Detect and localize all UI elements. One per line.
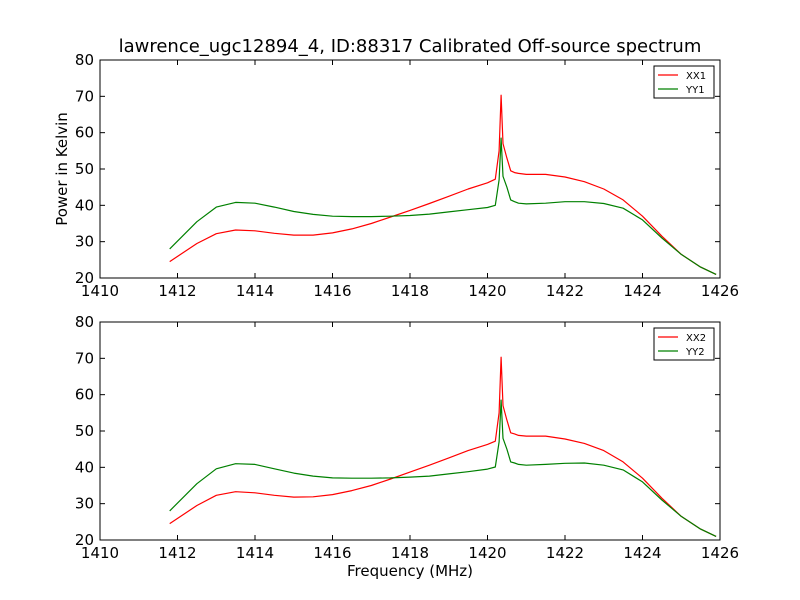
x-tick-label: 1410 [81, 282, 119, 300]
y-tick-label: 80 [75, 313, 94, 331]
x-tick-label: 1420 [468, 282, 506, 300]
x-axis-title: Frequency (MHz) [347, 562, 473, 580]
legend-label-yy2: YY2 [685, 347, 705, 358]
series-line-yy1 [169, 137, 717, 275]
legend-label-xx2: XX2 [686, 333, 706, 344]
x-tick-label: 1414 [236, 282, 274, 300]
y-tick-label: 40 [75, 458, 94, 476]
legend-label-xx1: XX1 [686, 71, 706, 82]
plot-area-1 [99, 59, 721, 279]
series-line-xx1 [169, 94, 717, 275]
x-tick-label: 1414 [236, 544, 274, 562]
series-line-xx2 [169, 356, 717, 537]
y-tick-label: 50 [75, 422, 94, 440]
y-tick-label: 30 [75, 495, 94, 513]
x-tick-label: 1422 [546, 544, 584, 562]
x-tick-label: 1424 [623, 544, 661, 562]
plot-panel-2: 1410 1412 1414 1416 1418 1420 1422 1424 1426 20 30… [75, 313, 739, 562]
y-tick-label: 20 [75, 531, 94, 549]
x-tick-label: 1416 [313, 282, 351, 300]
y-tick-label: 30 [75, 233, 94, 251]
x-tick-label: 1412 [158, 282, 196, 300]
y-tick-label: 80 [75, 51, 94, 69]
y-tick-label: 20 [75, 269, 94, 287]
plots-group: 1410 1412 1414 1416 1418 1420 1422 1424 1426 20 30… [75, 51, 739, 562]
legend-label-yy1: YY1 [685, 85, 705, 96]
x-tick-label: 1420 [468, 544, 506, 562]
y-axis-title-top: Power in Kelvin [53, 112, 71, 226]
x-tick-label: 1418 [391, 544, 429, 562]
legend-box [653, 65, 715, 99]
y-tick-label: 50 [75, 160, 94, 178]
x-tick-label: 1410 [81, 544, 119, 562]
y-tick-label: 60 [75, 124, 94, 142]
y-tick-label: 40 [75, 196, 94, 214]
y-tick-label: 70 [75, 349, 94, 367]
x-tick-label: 1424 [623, 282, 661, 300]
plot-panel-1: 1410 1412 1414 1416 1418 1420 1422 1424 1426 20 30… [75, 51, 739, 300]
legend-box [653, 327, 715, 361]
plot-area-2 [99, 321, 721, 541]
x-tick-label: 1412 [158, 544, 196, 562]
x-tick-label: 1426 [701, 544, 739, 562]
x-tick-label: 1418 [391, 282, 429, 300]
x-tick-label: 1416 [313, 544, 351, 562]
x-tick-label: 1426 [701, 282, 739, 300]
series-line-yy2 [169, 399, 717, 537]
figure-title: lawrence_ugc12894_4, ID:88317 Calibrated… [119, 36, 702, 57]
x-tick-label: 1422 [546, 282, 584, 300]
y-tick-label: 60 [75, 386, 94, 404]
y-tick-label: 70 [75, 87, 94, 105]
